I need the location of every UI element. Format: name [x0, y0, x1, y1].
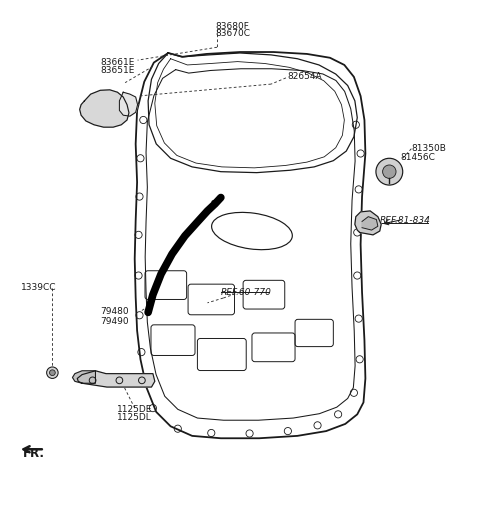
Text: 79490: 79490 [100, 316, 129, 325]
Text: 79480: 79480 [100, 306, 129, 316]
Text: 83680F: 83680F [215, 22, 249, 31]
Text: 1125DE: 1125DE [117, 404, 152, 413]
Polygon shape [355, 212, 381, 235]
Circle shape [47, 367, 58, 379]
Circle shape [383, 165, 396, 179]
Text: 83661E: 83661E [100, 58, 134, 67]
Text: 81456C: 81456C [400, 153, 435, 162]
Circle shape [49, 370, 55, 376]
Text: REF.60-770: REF.60-770 [221, 287, 272, 296]
Text: 1339CC: 1339CC [21, 282, 56, 292]
Text: 83651E: 83651E [100, 66, 134, 75]
Polygon shape [80, 91, 129, 128]
Text: FR.: FR. [23, 446, 45, 459]
Text: 81350B: 81350B [411, 144, 446, 153]
Text: 1125DL: 1125DL [117, 412, 151, 421]
Polygon shape [72, 371, 96, 383]
Text: REF.81-834: REF.81-834 [380, 216, 431, 224]
Polygon shape [362, 217, 378, 231]
Text: 82654A: 82654A [287, 72, 322, 81]
Polygon shape [77, 371, 155, 387]
Circle shape [376, 159, 403, 186]
Text: 83670C: 83670C [215, 30, 250, 38]
Polygon shape [120, 93, 138, 117]
